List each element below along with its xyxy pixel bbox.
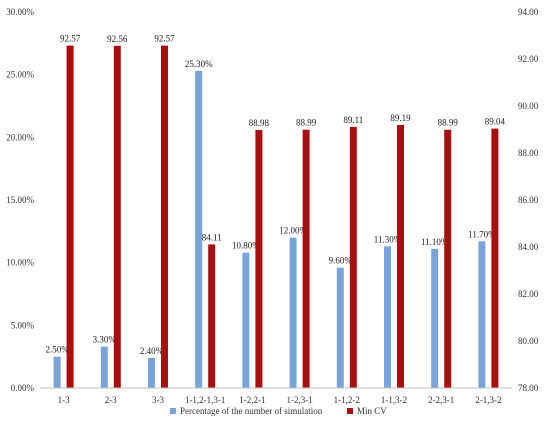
- x-tick-label: 1-2,2-1: [239, 395, 265, 405]
- left-y-tick-label: 10.00%: [6, 258, 34, 268]
- data-label-percentage: 12.00%: [279, 226, 307, 236]
- bar-percentage: [195, 70, 203, 388]
- right-y-tick-label: 94.00: [518, 7, 539, 17]
- right-y-tick-label: 84.00: [518, 242, 539, 252]
- data-label-percentage: 2.50%: [45, 345, 69, 355]
- x-tick-label: 3-3: [152, 395, 164, 405]
- left-y-tick-label: 20.00%: [6, 132, 34, 142]
- legend: Percentage of the number of simulation M…: [170, 406, 387, 416]
- x-tick-label: 1-1,3-2: [381, 395, 407, 405]
- data-label-min-cv: 89.11: [343, 115, 363, 125]
- bar-min-cv: [255, 129, 263, 388]
- right-y-tick-label: 90.00: [518, 101, 539, 111]
- x-tick-label: 2-3: [105, 395, 117, 405]
- data-label-percentage: 3.30%: [93, 335, 117, 345]
- right-y-tick-label: 78.00: [518, 383, 539, 393]
- data-label-min-cv: 92.56: [107, 34, 128, 44]
- x-tick-label: 2-2,3-1: [428, 395, 454, 405]
- legend-label-series-1: Percentage of the number of simulation: [180, 406, 323, 416]
- data-label-min-cv: 88.98: [249, 118, 270, 128]
- bar-min-cv: [208, 244, 216, 388]
- legend-swatch-series-2: [347, 408, 353, 414]
- legend-label-series-2: Min CV: [357, 406, 387, 416]
- data-label-min-cv: 84.11: [202, 232, 222, 242]
- data-label-percentage: 9.60%: [329, 256, 353, 266]
- right-y-tick-label: 88.00: [518, 148, 539, 158]
- data-label-percentage: 11.10%: [421, 237, 449, 247]
- bar-min-cv: [349, 126, 357, 388]
- bar-percentage: [242, 252, 250, 388]
- right-y-tick-label: 80.00: [518, 336, 539, 346]
- left-y-tick-label: 5.00%: [11, 320, 35, 330]
- left-y-tick-label: 15.00%: [6, 195, 34, 205]
- data-label-percentage: 10.80%: [232, 241, 260, 251]
- bar-min-cv: [302, 129, 310, 389]
- x-tick-label: 1-3: [58, 395, 70, 405]
- x-tick-label: 1-2,3-1: [286, 395, 312, 405]
- bar-percentage: [289, 237, 297, 388]
- data-label-min-cv: 92.57: [154, 34, 175, 44]
- bar-min-cv: [113, 45, 121, 389]
- bar-percentage: [148, 357, 155, 388]
- data-label-percentage: 2.40%: [140, 346, 164, 356]
- data-label-percentage: 25.30%: [185, 59, 213, 69]
- data-label-min-cv: 92.57: [60, 34, 81, 44]
- bar-percentage: [53, 356, 61, 388]
- left-y-tick-label: 25.00%: [6, 70, 34, 80]
- bar-percentage: [384, 246, 391, 388]
- bar-min-cv: [491, 128, 499, 388]
- left-y-axis: 0.00% 5.00% 10.00% 15.00% 20.00% 25.00% 30.00%: [6, 7, 34, 393]
- data-label-min-cv: 89.04: [485, 117, 506, 127]
- bars-group: 2.50% 92.57 3.30% 92.56 2.40% 92.57 25.30% 84.1…: [45, 34, 506, 389]
- bar-percentage: [478, 241, 486, 388]
- left-y-tick-label: 0.00%: [11, 383, 35, 393]
- bar-percentage: [431, 248, 439, 388]
- data-label-percentage: 11.70%: [468, 229, 496, 239]
- bar-min-cv: [444, 129, 452, 389]
- x-tick-label: 1-1,2-1,3-1: [185, 395, 226, 405]
- bar-percentage: [100, 346, 108, 388]
- bar-min-cv: [161, 45, 168, 388]
- bar-min-cv: [397, 125, 404, 388]
- bar-percentage: [336, 267, 344, 388]
- data-label-percentage: 11.30%: [374, 234, 402, 244]
- right-y-tick-label: 82.00: [518, 289, 539, 299]
- x-tick-label: 2-1,3-2: [475, 395, 501, 405]
- bar-min-cv: [66, 45, 74, 388]
- legend-swatch-series-1: [170, 408, 176, 414]
- left-y-tick-label: 30.00%: [6, 7, 34, 17]
- right-y-tick-label: 86.00: [518, 195, 539, 205]
- right-y-axis: 78.00 80.00 82.00 84.00 86.00 88.00 90.00 92.00…: [518, 7, 539, 393]
- data-label-min-cv: 89.19: [390, 113, 411, 123]
- x-axis: 1-3 2-3 3-3 1-1,2-1,3-1 1-2,2-1 1-2,3-1 1-1,2-…: [40, 387, 512, 405]
- data-label-min-cv: 88.99: [438, 118, 459, 128]
- right-y-tick-label: 92.00: [518, 54, 539, 64]
- data-label-min-cv: 88.99: [296, 118, 317, 128]
- x-tick-label: 1-1,2-2: [334, 395, 360, 405]
